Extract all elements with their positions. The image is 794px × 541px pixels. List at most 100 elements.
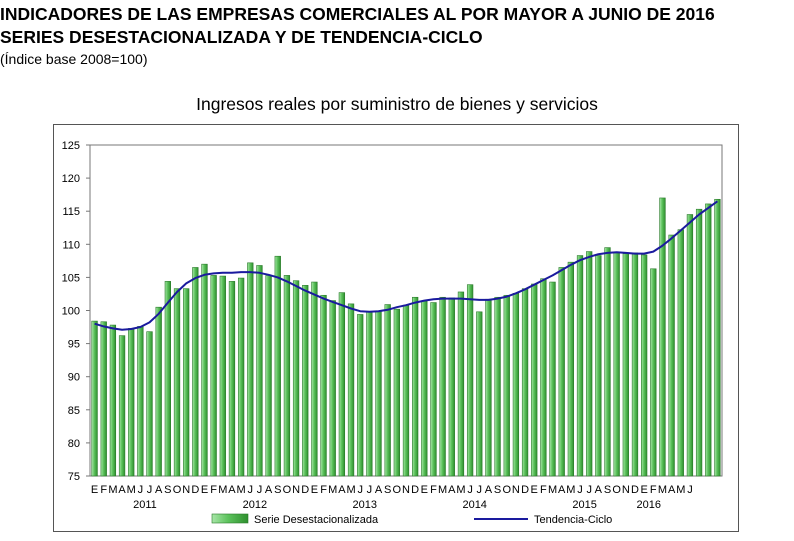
x-year-label: 2014 bbox=[462, 499, 486, 511]
bar bbox=[705, 203, 712, 477]
x-month-label: A bbox=[558, 484, 566, 496]
x-month-label: A bbox=[338, 484, 346, 496]
x-month-label: O bbox=[502, 484, 511, 496]
x-month-label: E bbox=[531, 484, 538, 496]
x-month-label: J bbox=[138, 484, 144, 496]
bar bbox=[256, 265, 263, 477]
x-month-label: S bbox=[494, 484, 501, 496]
bar bbox=[164, 281, 171, 477]
x-month-label: D bbox=[631, 484, 639, 496]
x-year-label: 2011 bbox=[133, 499, 157, 511]
x-year-label: 2013 bbox=[353, 499, 377, 511]
x-month-label: M bbox=[676, 484, 685, 496]
bar bbox=[439, 296, 446, 477]
x-month-label: F bbox=[540, 484, 547, 496]
x-month-label: M bbox=[108, 484, 117, 496]
bar bbox=[631, 252, 639, 477]
bar bbox=[357, 314, 364, 477]
bar bbox=[659, 197, 666, 477]
bar bbox=[567, 261, 575, 477]
x-month-label: N bbox=[292, 484, 300, 496]
x-month-label: A bbox=[595, 484, 603, 496]
bar bbox=[347, 303, 355, 477]
x-month-label: M bbox=[237, 484, 246, 496]
x-month-label: F bbox=[430, 484, 437, 496]
x-month-label: M bbox=[328, 484, 337, 496]
bar bbox=[247, 262, 254, 477]
y-tick-label: 75 bbox=[68, 471, 80, 483]
bar bbox=[402, 304, 410, 477]
bar bbox=[283, 275, 291, 477]
y-tick-label: 125 bbox=[62, 140, 80, 152]
bar bbox=[292, 280, 300, 477]
x-month-label: E bbox=[91, 484, 98, 496]
bar bbox=[219, 275, 226, 477]
y-tick-label: 90 bbox=[68, 372, 80, 384]
x-year-label: 2016 bbox=[636, 499, 660, 511]
y-tick-label: 85 bbox=[68, 405, 80, 417]
bar bbox=[237, 277, 245, 477]
bar bbox=[128, 328, 135, 477]
x-month-label: J bbox=[367, 484, 373, 496]
trend-line-series bbox=[94, 200, 718, 331]
bar bbox=[650, 268, 657, 477]
bar bbox=[375, 311, 382, 477]
chart-title: Ingresos reales por suministro de bienes… bbox=[196, 94, 598, 114]
bar bbox=[311, 281, 318, 477]
bar bbox=[421, 300, 428, 477]
x-month-label: J bbox=[687, 484, 693, 496]
x-month-label: E bbox=[201, 484, 208, 496]
bar bbox=[531, 283, 538, 477]
x-month-label: A bbox=[485, 484, 493, 496]
x-month-label: S bbox=[274, 484, 281, 496]
y-tick-label: 100 bbox=[62, 306, 80, 318]
x-month-label: A bbox=[448, 484, 456, 496]
x-month-label: O bbox=[612, 484, 621, 496]
bar bbox=[412, 296, 419, 477]
x-month-label: O bbox=[173, 484, 182, 496]
x-month-label: N bbox=[622, 484, 630, 496]
x-month-label: A bbox=[228, 484, 236, 496]
x-month-label: F bbox=[100, 484, 107, 496]
x-year-label: 2012 bbox=[243, 499, 267, 511]
x-month-label: J bbox=[477, 484, 483, 496]
bar bbox=[384, 304, 391, 477]
report-title-line2: SERIES DESESTACIONALIZADA Y DE TENDENCIA… bbox=[0, 27, 483, 47]
bar bbox=[320, 294, 327, 477]
x-month-label: N bbox=[402, 484, 410, 496]
bar bbox=[503, 294, 510, 477]
x-month-label: M bbox=[548, 484, 557, 496]
x-month-label: J bbox=[586, 484, 592, 496]
bar bbox=[338, 292, 346, 477]
x-month-label: S bbox=[604, 484, 611, 496]
report-title-line3: (Índice base 2008=100) bbox=[0, 51, 148, 67]
bar bbox=[302, 285, 309, 477]
bar bbox=[466, 284, 474, 477]
bar bbox=[595, 255, 602, 477]
x-month-label: F bbox=[320, 484, 327, 496]
bar bbox=[393, 308, 400, 477]
x-month-label: D bbox=[191, 484, 199, 496]
x-month-label: N bbox=[512, 484, 520, 496]
legend: Serie Desestacionalizada Tendencia-Ciclo bbox=[211, 513, 612, 526]
bar bbox=[100, 321, 107, 477]
legend-bar-swatch bbox=[211, 513, 249, 524]
x-month-label: M bbox=[438, 484, 447, 496]
x-month-label: A bbox=[375, 484, 383, 496]
bar bbox=[91, 320, 98, 477]
bar bbox=[137, 326, 144, 477]
bar bbox=[457, 291, 465, 477]
x-month-label: O bbox=[283, 484, 292, 496]
x-month-label: A bbox=[155, 484, 163, 496]
bar bbox=[366, 311, 373, 477]
bar bbox=[586, 251, 593, 477]
bar bbox=[274, 255, 281, 477]
x-month-label: M bbox=[346, 484, 355, 496]
x-month-label: F bbox=[210, 484, 217, 496]
bar bbox=[146, 331, 153, 477]
bar bbox=[714, 198, 721, 477]
x-month-label: A bbox=[118, 484, 126, 496]
x-month-label: D bbox=[521, 484, 529, 496]
